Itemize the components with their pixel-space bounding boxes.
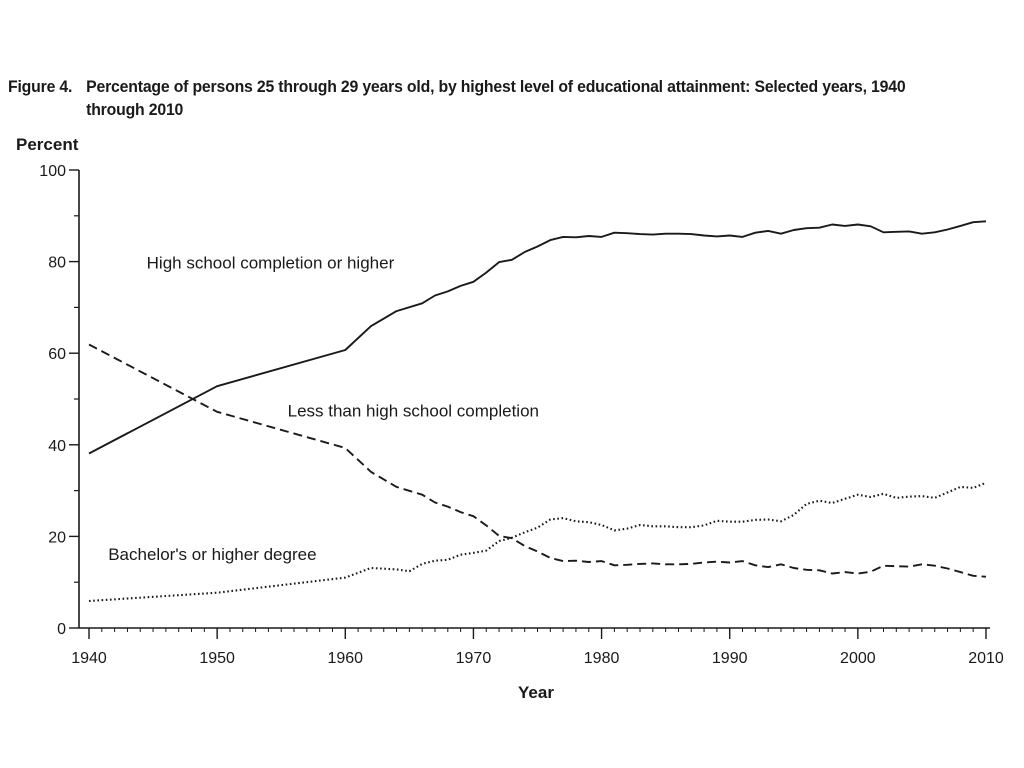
y-tick-label: 20 [48, 529, 66, 546]
y-tick-label: 60 [48, 346, 66, 363]
x-ticks: 1940 1950 1960 1970 1980 1990 2000 2010 [71, 628, 1004, 667]
x-tick-label: 2010 [968, 650, 1004, 667]
x-tick-label: 1940 [71, 650, 107, 667]
series-annotation: Bachelor's or higher degree [108, 545, 316, 564]
figure-number: Figure 4. [8, 77, 73, 96]
y-axis-title: Percent [16, 135, 79, 154]
y-ticks: 0 20 40 60 80 100 [39, 163, 79, 638]
x-tick-label: 1960 [327, 650, 363, 667]
x-tick-label: 2000 [840, 650, 876, 667]
series-line-high-school-completion-or-higher [88, 220, 987, 455]
figure-title-text: Percentage of persons 25 through 29 year… [86, 77, 906, 119]
y-tick-label: 0 [57, 621, 66, 638]
series-annotation: Less than high school completion [288, 401, 539, 420]
series-line-less-than-high-school-completion [88, 343, 987, 578]
x-tick-label: 1990 [712, 650, 748, 667]
figure-title: Figure 4. Percentage of persons 25 throug… [8, 75, 938, 121]
x-tick-label: 1970 [456, 650, 492, 667]
y-tick-label: 80 [48, 255, 66, 272]
y-tick-label: 40 [48, 438, 66, 455]
series-line-bachelor-s-or-higher-degree [88, 481, 987, 603]
series-layer [88, 220, 987, 603]
x-axis-title: Year [518, 683, 554, 702]
x-tick-label: 1980 [584, 650, 620, 667]
axes: 0 20 40 60 80 100 1940 1950 1960 1970 1980 1990 200… [39, 163, 1004, 667]
series-annotation: High school completion or higher [147, 253, 395, 272]
y-tick-label: 100 [39, 163, 66, 180]
x-tick-label: 1950 [199, 650, 235, 667]
annotation-layer: High school completion or higher Less tha… [108, 253, 539, 564]
